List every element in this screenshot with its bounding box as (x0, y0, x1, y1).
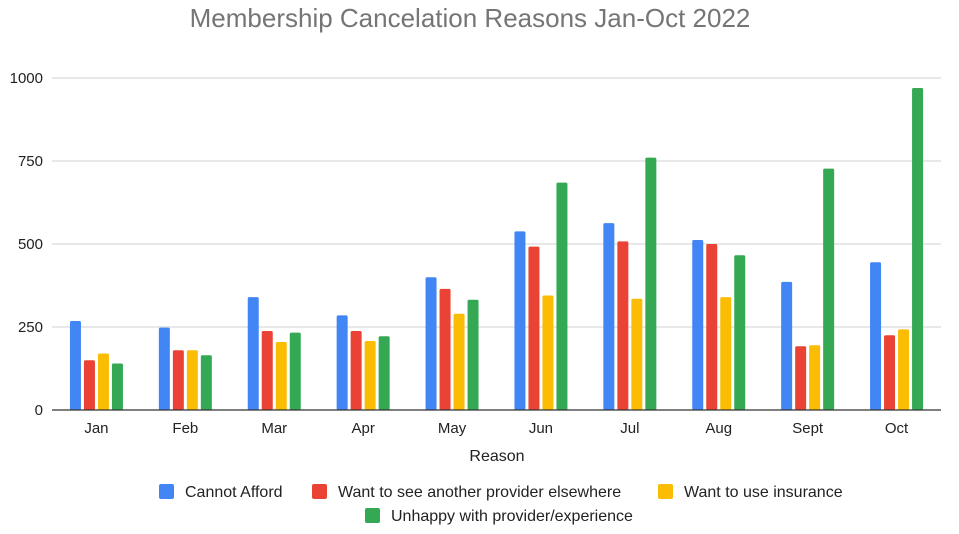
bar-jul-series-1 (603, 223, 615, 410)
y-tick-label: 0 (35, 402, 43, 419)
legend-label: Unhappy with provider/experience (391, 508, 633, 525)
y-axis-ticks: 0 250 500 750 1000 (10, 70, 43, 419)
legend-item: Want to see another provider elsewhere (312, 484, 621, 501)
x-tick-label: May (438, 420, 467, 437)
bar-oct-series-4 (912, 87, 924, 411)
bar-feb-series-4 (200, 355, 212, 410)
x-tick-label: Jun (529, 420, 553, 437)
chart-title: Membership Cancelation Reasons Jan-Oct 2… (190, 3, 751, 33)
y-tick-label: 750 (18, 153, 43, 170)
bar-aug-series-2 (706, 244, 718, 410)
bar-may-series-3 (453, 313, 465, 410)
bar-mar-series-2 (261, 330, 273, 410)
bar-jan-series-1 (69, 321, 81, 410)
legend-swatch (312, 484, 327, 499)
x-tick-label: Jan (84, 420, 108, 437)
y-tick-label: 250 (18, 319, 43, 336)
gridlines (52, 77, 941, 328)
bar-oct-series-3 (898, 329, 910, 410)
legend-label: Want to see another provider elsewhere (338, 484, 621, 501)
legend-label: Cannot Afford (185, 484, 283, 501)
bar-sept-series-4 (823, 168, 835, 410)
x-tick-label: Feb (172, 420, 198, 437)
bar-aug-series-1 (692, 240, 704, 410)
legend-item: Cannot Afford (159, 484, 283, 501)
bars (69, 87, 924, 411)
legend: Cannot Afford Want to see another provide… (159, 484, 843, 525)
x-tick-label: Aug (705, 420, 732, 437)
bar-mar-series-4 (289, 332, 301, 410)
legend-item: Want to use insurance (658, 484, 843, 501)
x-tick-label: Jul (620, 420, 639, 437)
bar-sept-series-3 (809, 345, 821, 410)
legend-swatch (658, 484, 673, 499)
bar-feb-series-2 (172, 350, 184, 410)
bar-sept-series-2 (795, 346, 807, 410)
bar-oct-series-2 (884, 335, 896, 410)
bar-jan-series-2 (83, 360, 95, 410)
legend-swatch (365, 508, 380, 523)
x-tick-label: Apr (351, 420, 374, 437)
bar-aug-series-4 (734, 255, 746, 410)
bar-jan-series-3 (97, 353, 109, 410)
x-tick-label: Sept (792, 420, 824, 437)
bar-may-series-1 (425, 277, 437, 410)
bar-jul-series-2 (617, 241, 629, 410)
bar-may-series-4 (467, 299, 479, 410)
bar-apr-series-3 (364, 340, 376, 410)
bar-jul-series-3 (631, 298, 643, 410)
bar-jun-series-3 (542, 295, 554, 410)
bar-jul-series-4 (645, 157, 657, 410)
bar-jun-series-4 (556, 182, 568, 410)
bar-feb-series-3 (186, 350, 198, 410)
y-tick-label: 500 (18, 236, 43, 253)
bar-aug-series-3 (720, 297, 732, 410)
bar-mar-series-3 (275, 341, 287, 410)
bar-jun-series-1 (514, 231, 526, 410)
bar-may-series-2 (439, 288, 451, 410)
x-axis-label: Reason (469, 448, 524, 465)
x-tick-label: Mar (261, 420, 287, 437)
y-tick-label: 1000 (10, 70, 43, 87)
bar-jan-series-4 (111, 363, 123, 410)
bar-sept-series-1 (781, 281, 793, 410)
x-tick-label: Oct (885, 420, 909, 437)
bar-mar-series-1 (247, 297, 259, 410)
legend-swatch (159, 484, 174, 499)
legend-label: Want to use insurance (684, 484, 843, 501)
bar-apr-series-1 (336, 315, 348, 410)
bar-apr-series-4 (378, 336, 390, 410)
bar-oct-series-1 (870, 262, 882, 410)
legend-item: Unhappy with provider/experience (365, 508, 633, 525)
bar-feb-series-1 (158, 327, 170, 410)
x-axis-ticks: Jan Feb Mar Apr May Jun Jul Aug Sept Oct (84, 420, 909, 437)
bar-jun-series-2 (528, 246, 540, 410)
bar-apr-series-2 (350, 330, 362, 410)
